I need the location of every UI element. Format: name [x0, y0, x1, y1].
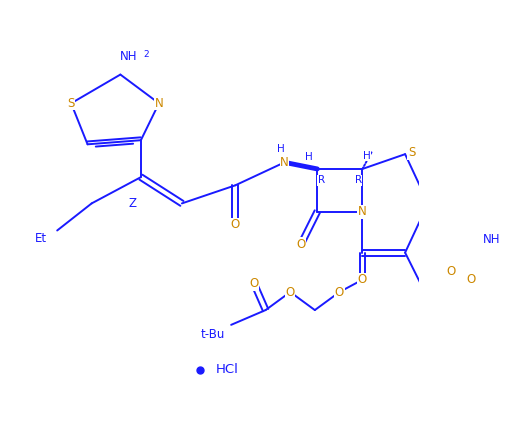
Text: Z: Z [129, 197, 137, 210]
Text: O: O [446, 265, 456, 278]
Text: NH: NH [120, 50, 137, 63]
Text: O: O [466, 273, 475, 286]
Text: Et: Et [35, 232, 47, 245]
Text: R: R [318, 175, 325, 186]
Text: H: H [363, 151, 371, 161]
Text: H: H [305, 152, 313, 162]
Text: 2: 2 [144, 51, 150, 59]
Text: O: O [358, 273, 367, 286]
Text: S: S [408, 146, 415, 159]
Text: N: N [280, 156, 289, 169]
Text: O: O [296, 238, 305, 251]
Text: NH: NH [484, 233, 501, 246]
Text: O: O [249, 277, 259, 290]
Text: O: O [335, 286, 344, 299]
Text: O: O [286, 286, 295, 299]
Text: H: H [277, 144, 285, 154]
Text: HCl: HCl [216, 363, 239, 376]
Text: N: N [155, 97, 163, 110]
Text: N: N [358, 205, 367, 218]
Text: O: O [231, 218, 240, 231]
Text: S: S [68, 97, 75, 110]
Text: t-Bu: t-Bu [201, 328, 225, 341]
Text: R: R [355, 175, 362, 186]
